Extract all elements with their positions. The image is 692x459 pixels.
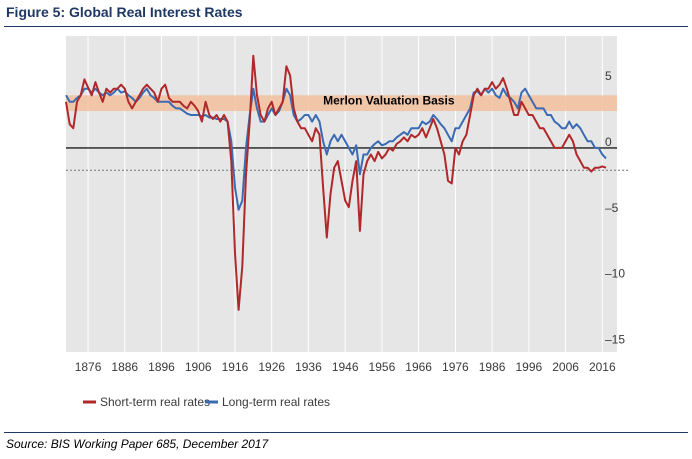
- x-tick-label: 1906: [185, 360, 212, 374]
- plot-area: [66, 36, 617, 352]
- y-tick-label: –10: [605, 267, 625, 281]
- x-tick-label: 2006: [552, 360, 579, 374]
- legend-label-short-term: Short-term real rates: [100, 395, 210, 409]
- title-divider: [4, 26, 688, 27]
- x-tick-label: 1916: [222, 360, 249, 374]
- x-tick-label: 1946: [332, 360, 359, 374]
- x-tick-label: 1926: [258, 360, 285, 374]
- x-tick-label: 1896: [148, 360, 175, 374]
- x-tick-label: 2016: [589, 360, 616, 374]
- legend-label-long-term: Long-term real rates: [222, 395, 330, 409]
- y-axis-ticks: 5 0 –5 –10 –15: [605, 69, 625, 346]
- y-tick-label: –5: [605, 201, 619, 215]
- source-note: Source: BIS Working Paper 685, December …: [6, 437, 269, 451]
- x-tick-label: 1876: [75, 360, 102, 374]
- x-tick-label: 1966: [405, 360, 432, 374]
- y-tick-label: 0: [605, 135, 612, 149]
- x-tick-label: 1956: [369, 360, 396, 374]
- band-label: Merlon Valuation Basis: [323, 93, 455, 107]
- gridlines: [87, 36, 603, 352]
- x-tick-label: 1886: [111, 360, 138, 374]
- y-tick-label: 5: [605, 69, 612, 83]
- x-tick-label: 1986: [479, 360, 506, 374]
- series-lines: [65, 54, 607, 311]
- x-axis-ticks: 1876 1886 1896 1906 1916 1926 1936 1946 1956 1966…: [75, 360, 616, 374]
- x-tick-label: 1996: [515, 360, 542, 374]
- x-tick-label: 1936: [295, 360, 322, 374]
- legend: Short-term real rates Long-term real rat…: [83, 395, 330, 409]
- series-line-short-term: [65, 54, 607, 311]
- interest-rate-chart: Merlon Valuation Basis 1876 1886 1896 1906 1…: [65, 36, 629, 409]
- figure-title: Figure 5: Global Real Interest Rates: [6, 4, 243, 20]
- x-tick-label: 1976: [442, 360, 469, 374]
- y-tick-label: –15: [605, 332, 625, 346]
- source-divider: [4, 432, 688, 433]
